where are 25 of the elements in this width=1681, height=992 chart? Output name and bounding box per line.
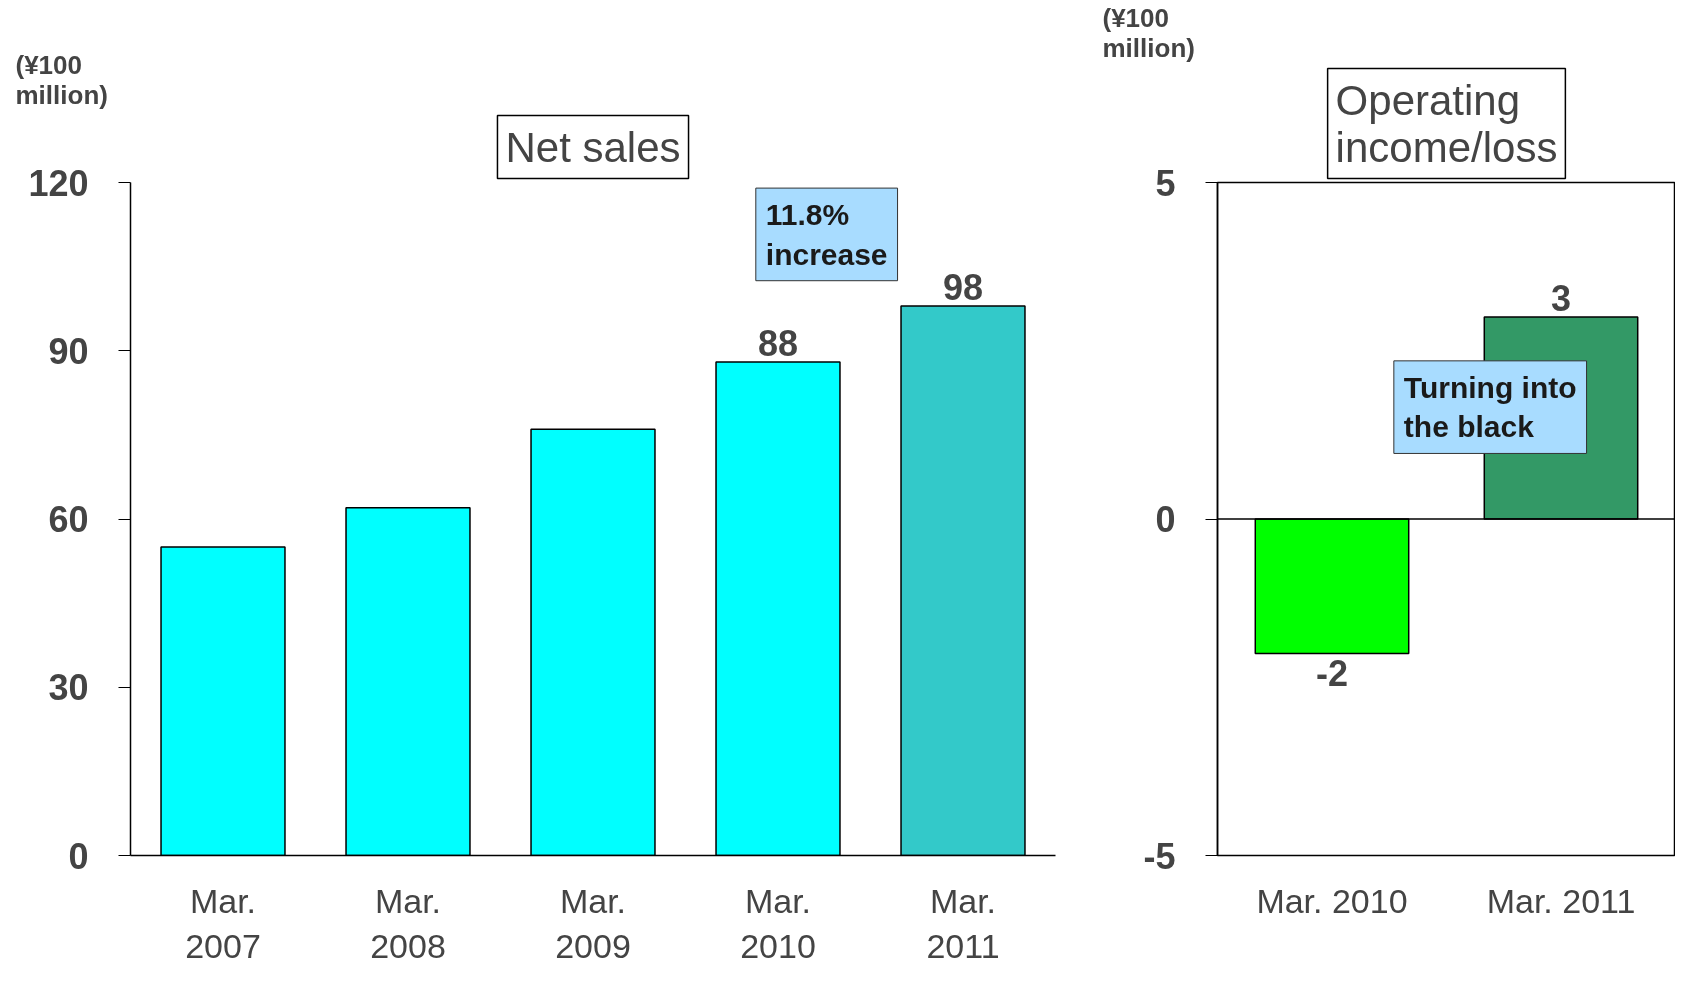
x-tick-label: Mar. 2011 bbox=[926, 881, 1000, 966]
data-label: -2 bbox=[1316, 652, 1349, 694]
x-tick-label: Mar. 2008 bbox=[370, 881, 446, 966]
data-label: 3 bbox=[1550, 278, 1572, 320]
y-axis-title: (¥100 million) bbox=[1102, 2, 1195, 63]
y-tick-label: 0 bbox=[68, 835, 89, 877]
data-label: 98 bbox=[942, 266, 984, 308]
x-tick-label: Mar. 2007 bbox=[185, 881, 261, 966]
x-tick-label: Mar. 2010 bbox=[1256, 881, 1408, 920]
y-tick-label: -5 bbox=[1143, 835, 1176, 877]
chart-title: Net sales bbox=[505, 123, 681, 171]
annotation: 11.8% increase bbox=[765, 198, 888, 271]
y-tick-label: 5 bbox=[1155, 162, 1176, 204]
x-tick-label: Mar. 2009 bbox=[555, 881, 631, 966]
y-tick-label: 90 bbox=[48, 330, 89, 372]
x-tick-label: Mar. 2010 bbox=[740, 881, 816, 966]
y-tick-label: 120 bbox=[28, 162, 89, 204]
y-axis-title: (¥100 million) bbox=[15, 49, 108, 110]
y-tick-label: 60 bbox=[48, 499, 89, 540]
chart-title: Operating income/loss bbox=[1335, 76, 1558, 171]
data-label: 88 bbox=[757, 322, 799, 364]
y-tick-label: 30 bbox=[48, 667, 89, 709]
annotation: Turning into the black bbox=[1403, 370, 1577, 444]
y-tick-label: 0 bbox=[1155, 499, 1176, 540]
x-tick-label: Mar. 2011 bbox=[1486, 881, 1636, 920]
